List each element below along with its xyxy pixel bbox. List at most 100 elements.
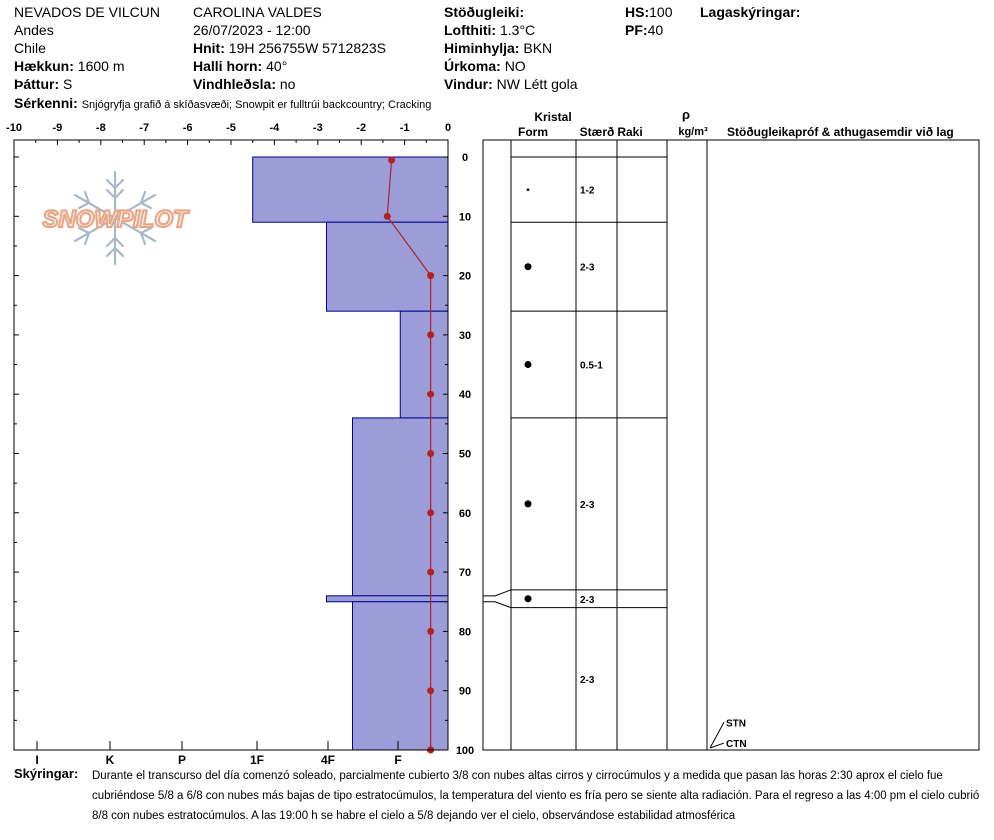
crystal-header: Kristal bbox=[534, 110, 571, 124]
moisture-header: Raki bbox=[617, 125, 642, 139]
snowpilot-logo: SNOWPILOT bbox=[41, 170, 191, 266]
country: Chile bbox=[14, 40, 46, 56]
hardness-layer-bar bbox=[352, 601, 449, 751]
depth-tick-label: 70 bbox=[459, 567, 471, 579]
hardness-tick-label: I bbox=[35, 753, 38, 765]
notes-label: Skýringar: bbox=[14, 766, 79, 781]
hardness-layer-bar bbox=[325, 595, 449, 603]
temperature-point bbox=[427, 687, 435, 695]
depth-tick-label: 20 bbox=[459, 271, 471, 283]
hardness-layer-bar bbox=[352, 417, 449, 597]
crystal-rows: 1-2 2-3 0.5-1 2-3 2-3 2-3 bbox=[483, 156, 667, 686]
hardness-layer-bar bbox=[325, 221, 449, 312]
crystal-size-label: 2-3 bbox=[580, 675, 595, 686]
hardness-layer-bar bbox=[252, 156, 449, 223]
foot-penetration: PF:40 bbox=[625, 22, 664, 38]
observation-datetime: 26/07/2023 - 12:00 bbox=[193, 22, 311, 38]
temp-tick-label: -1 bbox=[400, 122, 410, 134]
stability-test-label: CTN bbox=[726, 739, 747, 750]
layer-notes-label: Lagaskýringar: bbox=[700, 4, 801, 20]
stability-test-label: STN bbox=[726, 718, 746, 729]
temp-tick-label: -5 bbox=[226, 122, 236, 134]
mountain-range: Andes bbox=[14, 22, 54, 38]
density-unit: kg/m³ bbox=[678, 126, 708, 138]
crystal-size-label: 2-3 bbox=[580, 595, 595, 606]
hardness-tick-label: P bbox=[178, 753, 186, 765]
crystal-form-dot bbox=[524, 263, 532, 271]
crystal-size-label: 1-2 bbox=[580, 186, 595, 197]
crystal-form-dot bbox=[524, 361, 532, 369]
snow-profile-chart: SNOWPILOT -10 -9 -8 -7 -6 -5 -4 -3 -2 -1 0 I K P 1F 4F… bbox=[6, 107, 980, 765]
layer-connector bbox=[483, 589, 512, 597]
crystal-form-dot bbox=[524, 500, 532, 508]
temperature-point bbox=[427, 509, 435, 517]
temp-tick-label: -7 bbox=[139, 122, 149, 134]
hardness-tick-label: 1F bbox=[250, 753, 264, 765]
temp-tick-label: -9 bbox=[53, 122, 63, 134]
precipitation: Úrkoma: NO bbox=[444, 58, 526, 74]
snowflake-icon bbox=[73, 170, 157, 266]
hardness-axis: I K P 1F 4F F bbox=[35, 741, 402, 765]
depth-tick-label: 30 bbox=[459, 330, 471, 342]
location-name: NEVADOS DE VILCUN bbox=[14, 4, 160, 20]
temp-tick-label: -2 bbox=[356, 122, 366, 134]
snow-height: HS:100 bbox=[625, 4, 673, 20]
depth-tick-label: 100 bbox=[456, 745, 474, 757]
crystal-form-dot bbox=[526, 188, 530, 191]
temp-tick-label: 0 bbox=[445, 122, 451, 134]
temperature-point bbox=[427, 390, 435, 398]
stability-tests-header: Stöðugleikapróf & athugasemdir við lag bbox=[727, 125, 954, 139]
temperature-point bbox=[427, 272, 435, 280]
temp-tick-label: -6 bbox=[183, 122, 193, 134]
wind-loading: Vindhleðsla: no bbox=[193, 76, 296, 92]
hardness-tick-label: K bbox=[106, 753, 115, 765]
hardness-tick-label: F bbox=[394, 753, 401, 765]
crystal-size-label: 0.5-1 bbox=[580, 361, 603, 372]
depth-tick-label: 60 bbox=[459, 508, 471, 520]
density-symbol: ρ bbox=[682, 107, 690, 122]
crystal-table: Kristal Form Stærð Raki ρ kg/m³ Stöðugle… bbox=[482, 107, 980, 751]
wind: Vindur: NW Létt gola bbox=[444, 76, 578, 92]
temp-tick-label: -8 bbox=[96, 122, 106, 134]
temperature-point bbox=[427, 450, 435, 457]
notes-text: Durante el transcurso del día comenzó so… bbox=[92, 770, 980, 822]
crystal-size-label: 2-3 bbox=[580, 500, 595, 511]
logo-text: SNOWPILOT bbox=[42, 206, 190, 233]
stability-test-pointer bbox=[709, 722, 725, 749]
stability-test-pointer bbox=[709, 742, 725, 749]
crystal-size-label: 2-3 bbox=[580, 263, 595, 274]
temperature-point bbox=[427, 568, 435, 576]
depth-tick-label: 80 bbox=[459, 626, 471, 638]
stability-label: Stöðugleiki: bbox=[444, 4, 525, 20]
temperature-point bbox=[427, 627, 435, 635]
depth-tick-label: 90 bbox=[459, 686, 471, 698]
coordinates: Hnit: 19H 256755W 5712823S bbox=[193, 40, 387, 56]
observer-name: CAROLINA VALDES bbox=[193, 4, 322, 20]
depth-axis: 0 10 20 30 40 50 60 70 80 90 100 bbox=[14, 152, 474, 757]
hardness-layer-bar bbox=[399, 310, 449, 419]
temperature-point bbox=[388, 156, 396, 164]
depth-tick-label: 40 bbox=[459, 389, 471, 401]
temperature-profile bbox=[383, 156, 435, 754]
sky-cover: Himinhylja: BKN bbox=[444, 40, 553, 56]
depth-tick-label: 50 bbox=[459, 449, 471, 461]
hardness-tick-label: 4F bbox=[321, 753, 335, 765]
temp-tick-label: -3 bbox=[313, 122, 323, 134]
hardness-layers bbox=[252, 156, 449, 751]
features: Sérkenni: Snjógryfja grafið á skíðasvæði… bbox=[14, 95, 432, 111]
temperature-point bbox=[383, 212, 391, 220]
temp-tick-label: -10 bbox=[6, 122, 22, 134]
elevation: Hækkun: 1600 m bbox=[14, 58, 125, 74]
depth-tick-label: 10 bbox=[459, 211, 471, 223]
temp-tick-label: -4 bbox=[270, 122, 281, 134]
stability-test-markers: STN CTN bbox=[709, 718, 747, 750]
size-header: Stærð bbox=[580, 125, 615, 139]
slope-angle: Halli horn: 40° bbox=[193, 58, 288, 74]
depth-tick-label: 0 bbox=[462, 152, 468, 164]
crystal-form-dot bbox=[524, 595, 532, 603]
aspect: Þáttur: S bbox=[14, 76, 73, 92]
layer-connector bbox=[483, 601, 512, 609]
form-header: Form bbox=[518, 125, 548, 139]
temperature-axis: -10 -9 -8 -7 -6 -5 -4 -3 -2 -1 0 bbox=[6, 122, 451, 145]
temperature-point bbox=[427, 331, 435, 339]
